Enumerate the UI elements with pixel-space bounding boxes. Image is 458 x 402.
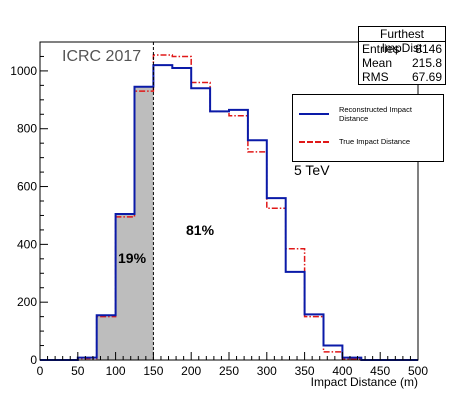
y-tick-label: 1000 — [10, 64, 37, 78]
stats-box: Furthest ImpDist Entries 8146 Mean 215.8… — [358, 26, 446, 85]
x-tick-label: 100 — [106, 364, 126, 378]
y-tick-label: 200 — [17, 295, 37, 309]
plot-area — [40, 42, 418, 360]
legend-swatch-dashdot — [299, 140, 329, 143]
reconstructed-impact-distance-series — [40, 64, 418, 361]
stats-row-entries: Entries 8146 — [359, 42, 445, 56]
conference-label: ICRC 2017 — [62, 48, 142, 65]
stats-row-rms: RMS 67.69 — [359, 70, 445, 84]
legend-item-true: True Impact Distance — [299, 137, 410, 146]
right-percent-label: 81% — [186, 222, 215, 238]
x-tick-label: 150 — [143, 364, 163, 378]
y-tick-label: 0 — [30, 353, 37, 367]
x-tick-label: 50 — [71, 364, 85, 378]
stats-title: Furthest ImpDist — [359, 27, 445, 55]
y-tick-label: 800 — [17, 122, 37, 136]
x-tick-label: 400 — [332, 364, 352, 378]
legend-swatch-solid — [299, 113, 329, 115]
y-tick-label: 400 — [17, 237, 37, 251]
stats-value: 8146 — [415, 42, 442, 56]
stats-row-mean: Mean 215.8 — [359, 56, 445, 70]
x-axis: 0 50 100 150 200 250 300 350 400 450 500 — [37, 352, 428, 378]
x-tick-label: 350 — [295, 364, 315, 378]
x-tick-label: 200 — [181, 364, 201, 378]
legend-item-reconstructed: Reconstructed Impact Distance — [299, 105, 443, 123]
x-tick-label: 0 — [37, 364, 44, 378]
x-tick-label: 450 — [370, 364, 390, 378]
y-tick-label: 600 — [17, 180, 37, 194]
x-tick-label: 500 — [408, 364, 428, 378]
stats-label: RMS — [362, 70, 389, 84]
stats-label: Entries — [362, 42, 400, 56]
y-axis: 0 200 400 600 800 1000 — [10, 41, 48, 367]
x-tick-label: 250 — [219, 364, 239, 378]
left-percent-label: 19% — [118, 250, 147, 266]
stats-value: 67.69 — [411, 70, 442, 84]
true-impact-distance-series — [40, 54, 418, 361]
legend-label: True Impact Distance — [339, 137, 410, 146]
stats-value: 215.8 — [411, 56, 442, 70]
shaded-region-19pct — [96, 86, 154, 361]
x-axis-title: Impact Distance (m) — [311, 375, 418, 389]
legend: Reconstructed Impact Distance True Impac… — [292, 94, 444, 162]
stats-label: Mean — [362, 56, 393, 70]
energy-label: 5 TeV — [294, 162, 330, 178]
legend-label: Reconstructed Impact Distance — [338, 105, 412, 123]
x-tick-label: 300 — [257, 364, 277, 378]
